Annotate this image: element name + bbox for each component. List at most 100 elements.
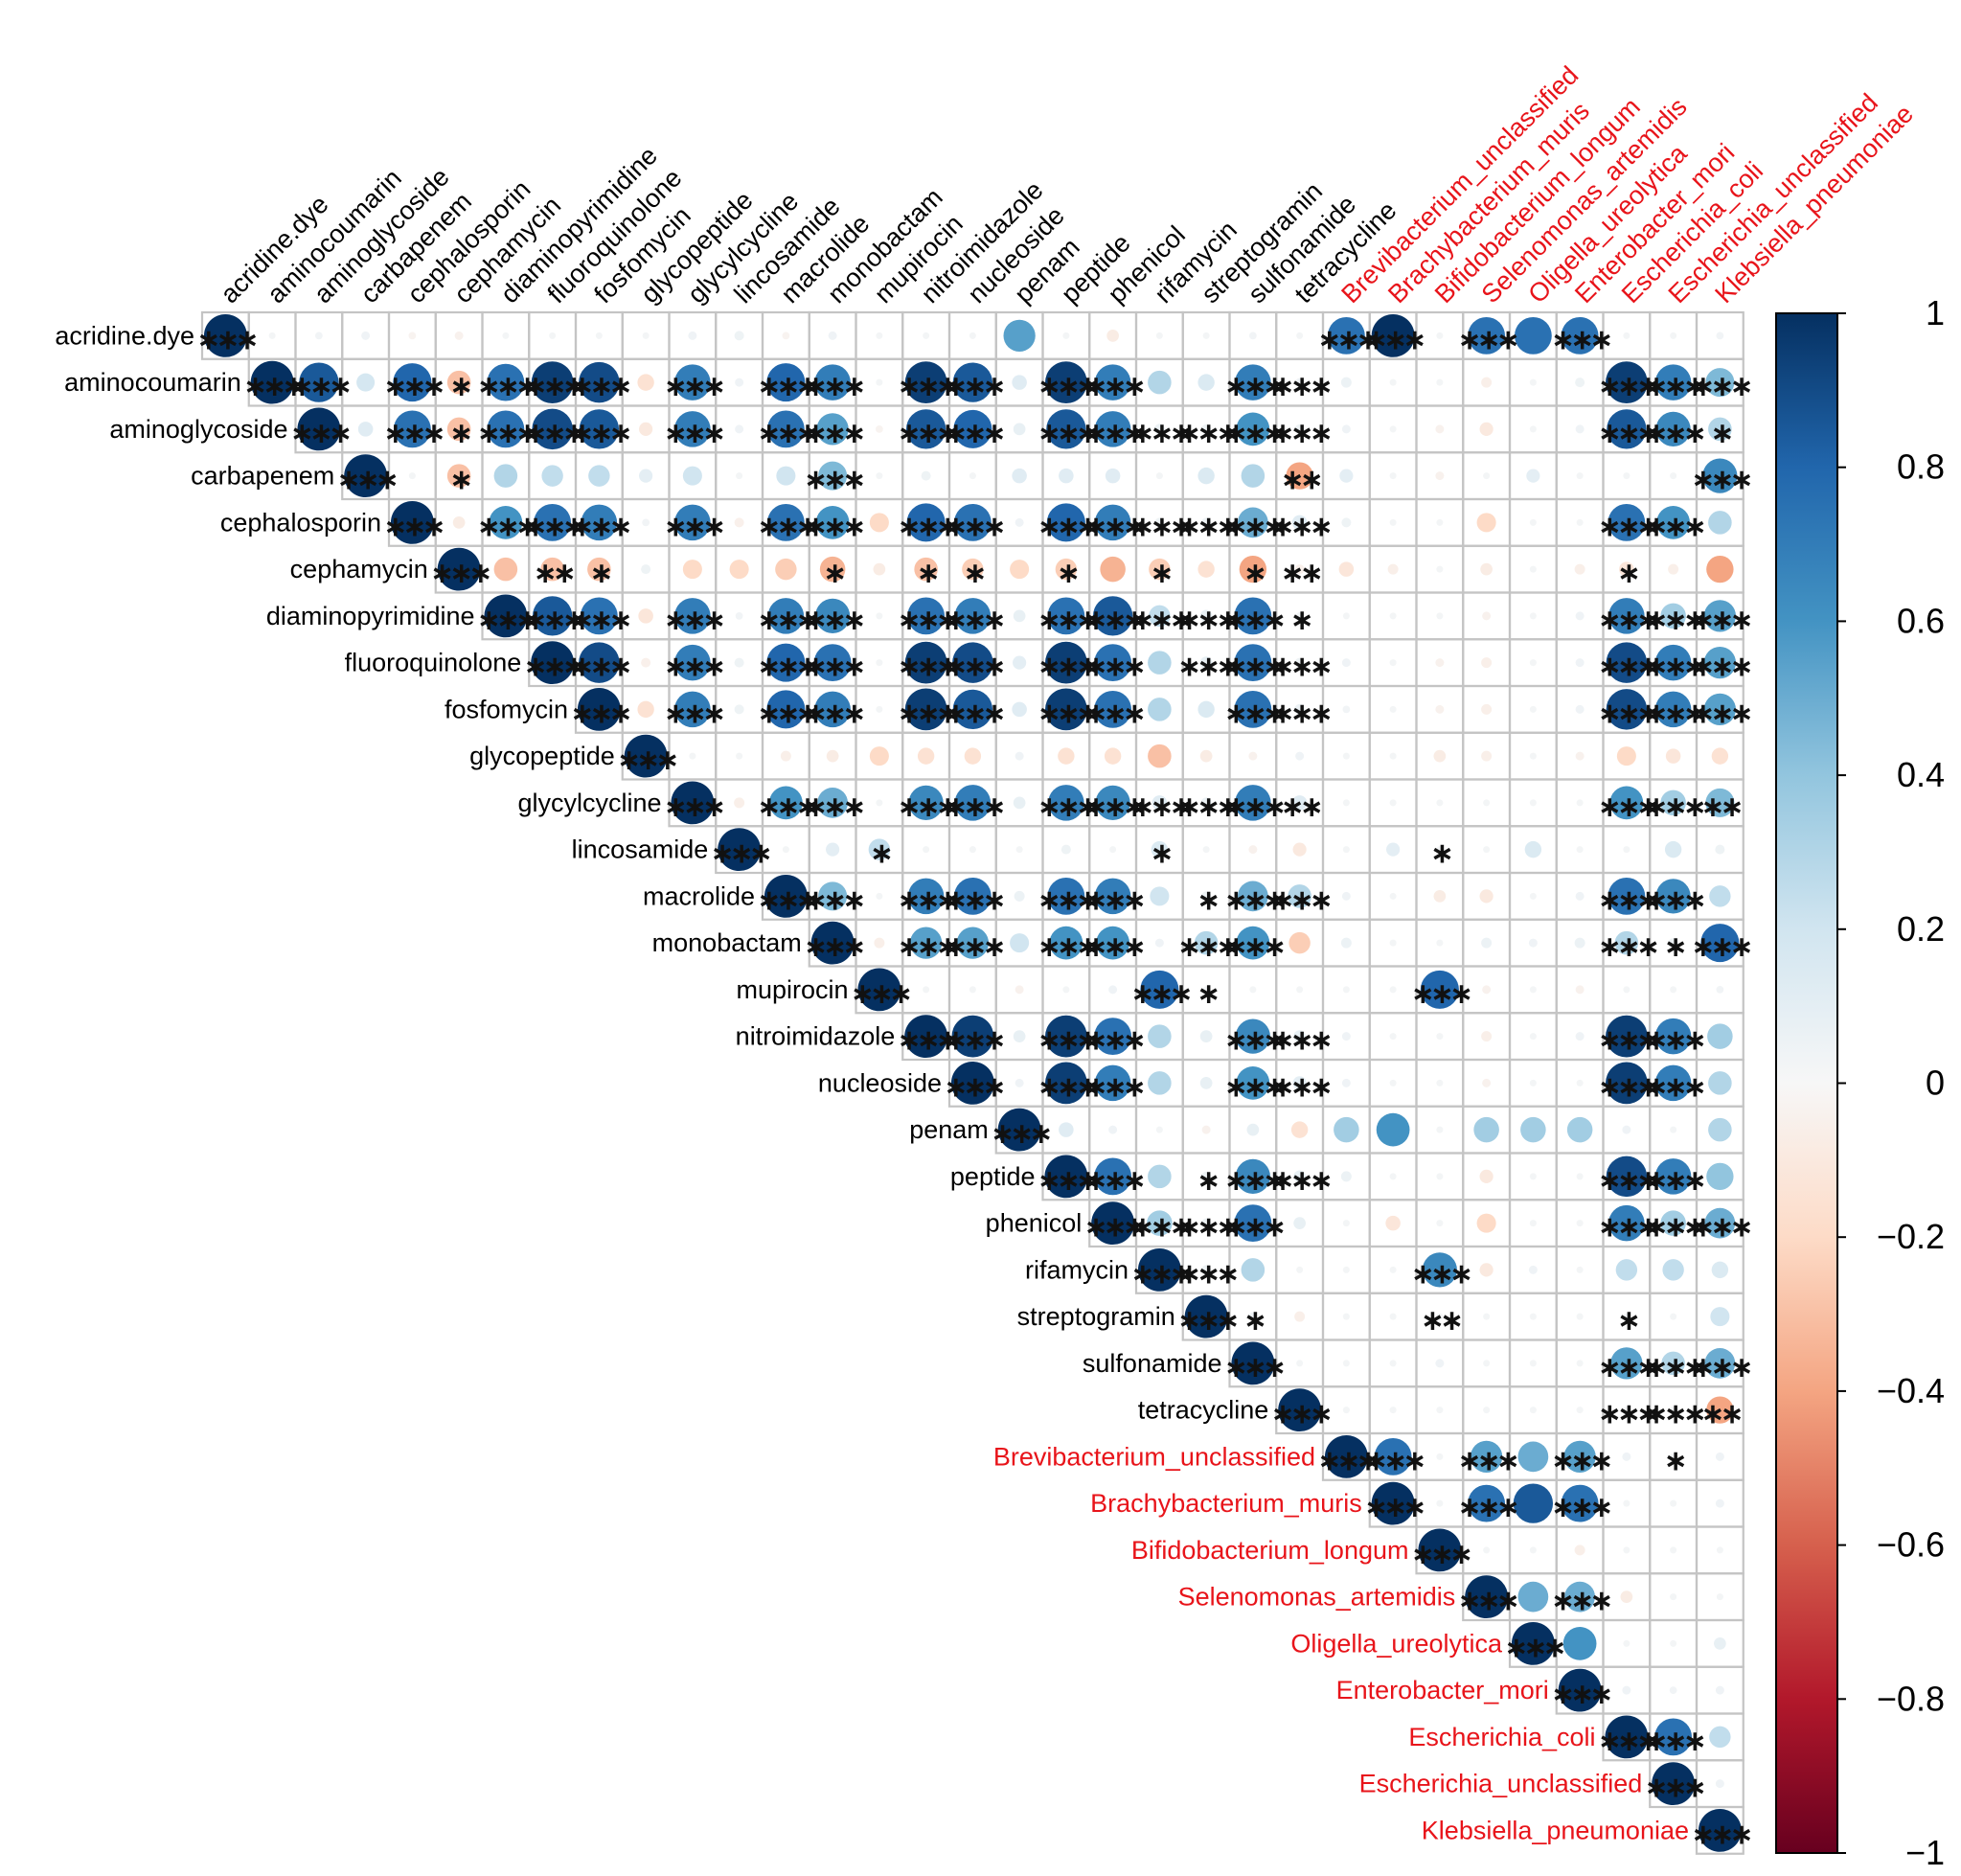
row-label: acridine.dye <box>55 321 194 350</box>
significance-mark: ∗∗∗ <box>570 604 629 637</box>
correlation-circle <box>1435 424 1445 434</box>
correlation-circle <box>1517 1581 1549 1613</box>
correlation-circle <box>1012 468 1027 484</box>
correlation-circle <box>1094 878 1131 915</box>
significance-mark: ∗∗∗ <box>570 510 629 543</box>
correlation-circle <box>484 594 528 638</box>
significance-mark: ∗∗∗ <box>1083 883 1143 917</box>
correlation-circle <box>954 785 992 821</box>
correlation-circle <box>775 558 797 581</box>
correlation-circle <box>1286 462 1313 490</box>
significance-mark: ∗∗∗ <box>1644 1772 1703 1805</box>
correlation-circle <box>1389 939 1397 947</box>
correlation-circle <box>1108 1125 1118 1134</box>
significance-mark: ∗∗∗ <box>1130 977 1190 1011</box>
correlation-circle <box>826 842 840 857</box>
correlation-circle <box>1327 316 1365 355</box>
correlation-circle <box>1654 1718 1693 1756</box>
correlation-circle <box>766 410 805 448</box>
row-label: Oligella_ureolytica <box>1290 1629 1503 1658</box>
correlation-circle <box>1062 986 1070 994</box>
significance-mark: ∗∗∗ <box>944 417 1003 450</box>
significance-mark: ∗∗∗ <box>523 651 582 684</box>
correlation-circle <box>817 788 848 818</box>
significance-mark: ∗∗∗ <box>710 837 769 871</box>
significance-mark: ∗∗∗ <box>290 370 350 403</box>
significance-mark: ∗∗∗ <box>1644 1725 1703 1758</box>
correlation-circle <box>532 596 573 636</box>
correlation-circle <box>1476 513 1496 533</box>
correlation-circle <box>908 785 944 820</box>
significance-mark: ∗∗∗ <box>1224 1211 1284 1245</box>
colorbar-gradient <box>1775 312 1838 1854</box>
correlation-circle <box>904 688 947 731</box>
significance-mark: ∗∗∗ <box>1083 417 1143 450</box>
correlation-circle <box>1670 1639 1677 1647</box>
correlation-circle <box>1201 1218 1212 1228</box>
correlation-circle <box>1706 555 1734 583</box>
correlation-circle <box>1199 1030 1213 1042</box>
correlation-circle <box>819 556 846 583</box>
row-label: nucleoside <box>818 1068 942 1097</box>
significance-mark: ∗∗∗ <box>944 370 1003 403</box>
correlation-circle <box>764 874 808 918</box>
correlation-circle <box>1295 377 1305 387</box>
colorbar-tick-label: 0.2 <box>1897 909 1945 949</box>
significance-mark: ∗∗∗ <box>897 1024 956 1058</box>
correlation-circle <box>1201 517 1212 528</box>
correlation-circle <box>1576 1079 1584 1087</box>
correlation-circle <box>1342 752 1350 760</box>
significance-mark: ∗∗∗ <box>1038 510 1097 543</box>
correlation-circle <box>393 410 431 448</box>
correlation-circle <box>1623 986 1630 994</box>
significance-mark: ∗∗∗ <box>1270 883 1330 917</box>
significance-mark: ∗∗∗ <box>897 651 956 684</box>
correlation-circle <box>1711 747 1729 765</box>
correlation-circle <box>1670 986 1677 994</box>
correlation-circle <box>1614 930 1639 955</box>
correlation-circle <box>868 838 891 860</box>
correlation-circle <box>1608 598 1645 634</box>
correlation-circle <box>1436 1499 1444 1507</box>
correlation-circle <box>1389 1079 1397 1087</box>
correlation-circle <box>735 611 743 620</box>
correlation-circle <box>1483 1407 1491 1414</box>
correlation-circle <box>1389 612 1397 620</box>
correlation-circle <box>580 597 618 635</box>
significance-mark: ∗ <box>823 557 844 590</box>
correlation-circle <box>1155 472 1163 480</box>
significance-mark: ∗∗∗ <box>523 370 582 403</box>
correlation-circle <box>1100 556 1126 583</box>
correlation-circle <box>906 503 946 542</box>
correlation-circle <box>1094 364 1131 400</box>
correlation-circle <box>1576 1173 1584 1180</box>
significance-mark: ∗∗∗ <box>1177 1211 1237 1245</box>
correlation-circle <box>1529 1546 1537 1554</box>
correlation-circle <box>1389 1266 1397 1273</box>
significance-mark: ∗∗∗ <box>804 697 863 730</box>
significance-mark: ∗∗∗ <box>1598 417 1657 450</box>
significance-mark: ∗∗∗ <box>1598 697 1657 730</box>
correlation-circle <box>1341 1032 1351 1041</box>
significance-mark: ∗∗∗ <box>1270 697 1330 730</box>
correlation-circle <box>1200 797 1212 809</box>
correlation-circle <box>1481 1031 1493 1042</box>
row-label: fosfomycin <box>445 695 568 723</box>
correlation-circle <box>1342 799 1350 807</box>
correlation-circle <box>356 373 376 392</box>
significance-mark: ∗ <box>1243 1304 1265 1338</box>
correlation-circle <box>1293 1170 1306 1183</box>
correlation-circle <box>1109 846 1117 854</box>
correlation-circle <box>813 644 852 682</box>
colorbar-tick-label: 1 <box>1926 293 1945 332</box>
significance-mark: ∗∗∗ <box>1270 651 1330 684</box>
correlation-circle <box>1012 701 1027 718</box>
correlation-circle <box>1664 840 1682 858</box>
correlation-circle <box>780 750 791 762</box>
correlation-circle <box>1481 703 1493 715</box>
correlation-circle <box>1140 970 1179 1009</box>
correlation-circle <box>1700 924 1740 963</box>
correlation-circle <box>1149 558 1171 581</box>
correlation-circle <box>962 558 984 581</box>
